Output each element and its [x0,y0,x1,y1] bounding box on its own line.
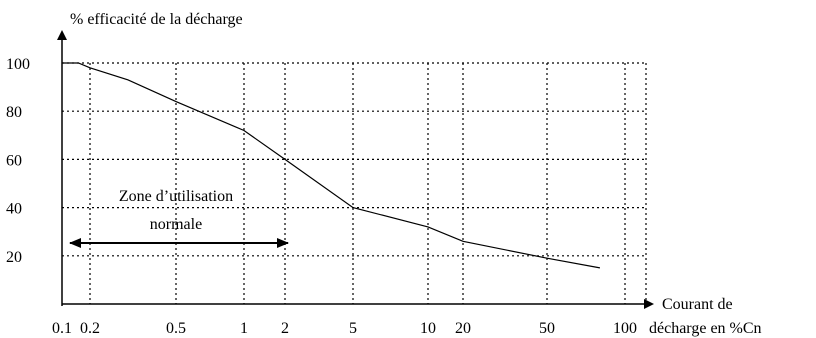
y-tick-label-60: 60 [6,152,22,169]
x-tick-label-0.2: 0.2 [80,320,100,337]
x-tick-label-100: 100 [613,320,637,337]
x-axis-title-line-2: décharge en %Cn [649,320,762,337]
x-tick-label-2: 2 [281,320,289,337]
x-tick-label-1: 1 [240,320,248,337]
y-tick-label-20: 20 [6,249,22,266]
x-tick-label-20: 20 [455,320,471,337]
y-axis-title: % efficacité de la décharge [70,11,243,28]
series-group [62,62,601,269]
grid [62,62,647,304]
y-tick-label-100: 100 [6,56,30,73]
y-tick-labels: 100 80 60 40 20 [6,56,30,266]
x-tick-label-10: 10 [420,320,436,337]
y-tick-label-80: 80 [6,104,22,121]
y-tick-label-40: 40 [6,201,22,218]
series-line-0 [62,62,601,269]
annotation-line-1: Zone d’utilisation [119,188,233,205]
x-tick-label-50: 50 [539,320,555,337]
x-tick-label-0.1: 0.1 [52,320,72,337]
x-tick-labels: 0.1 0.2 0.5 1 2 5 10 20 50 100 [52,320,637,337]
x-tick-label-0.5: 0.5 [166,320,186,337]
annotation-line-2: normale [150,216,202,233]
x-tick-label-5: 5 [349,320,357,337]
x-axis-title-line-1: Courant de [662,296,733,313]
